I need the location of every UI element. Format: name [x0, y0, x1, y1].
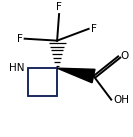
Polygon shape — [57, 68, 95, 83]
Text: F: F — [56, 2, 62, 12]
Text: F: F — [17, 34, 23, 44]
Text: OH: OH — [113, 95, 129, 105]
Text: F: F — [91, 24, 96, 34]
Text: O: O — [120, 51, 128, 61]
Text: HN: HN — [9, 63, 25, 73]
